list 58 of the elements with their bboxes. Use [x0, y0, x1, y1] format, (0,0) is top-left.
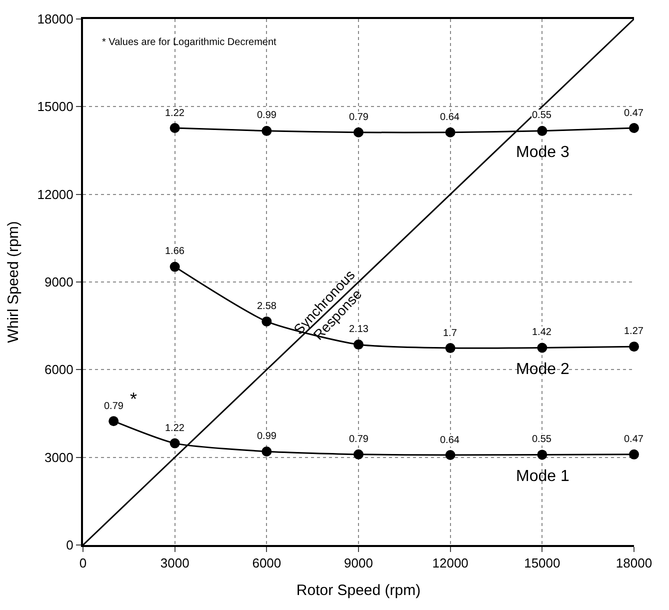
annotation: 1.22 [165, 423, 185, 434]
x-tick-label: 0 [79, 556, 87, 571]
annotation: 0.99 [257, 110, 277, 121]
point [629, 342, 639, 352]
annotation: 0.47 [624, 108, 644, 119]
annotation: 0.55 [532, 434, 552, 445]
point [629, 449, 639, 460]
point [354, 127, 364, 138]
annotation: 1.22 [165, 108, 185, 119]
annotation: 1.66 [165, 246, 185, 257]
annotation: 0.64 [440, 435, 460, 446]
point [170, 123, 180, 133]
annotation: 2.58 [257, 301, 277, 312]
series-label: Mode 1 [516, 468, 570, 485]
x-tick-label: 9000 [344, 556, 373, 571]
y-tick-label: 6000 [44, 362, 74, 378]
annotation: 0.79 [104, 401, 124, 412]
series-label: Mode 2 [516, 361, 570, 378]
annotation: 0.79 [349, 112, 369, 123]
y-tick-label: 3000 [44, 450, 74, 465]
point [108, 416, 119, 426]
point [537, 126, 548, 136]
point [170, 438, 180, 448]
x-axis-title: Rotor Speed (rpm) [296, 582, 421, 600]
point [354, 340, 364, 350]
point [262, 316, 272, 326]
annotation: 0.47 [624, 434, 644, 445]
y-axis-title: Whirl Speed (rpm) [4, 221, 22, 343]
x-tick-label: 18000 [616, 556, 652, 571]
point [629, 123, 639, 133]
point [262, 126, 272, 136]
point [354, 449, 364, 460]
y-tick-label: 18000 [37, 12, 74, 27]
point [170, 262, 180, 272]
annotation: 1.7 [443, 328, 458, 339]
x-tick-label: 15000 [524, 556, 560, 571]
y-tick-label: 9000 [44, 274, 74, 290]
annotation: 0.79 [349, 434, 369, 445]
x-tick-label: 12000 [432, 556, 468, 571]
annotation: 0.64 [440, 112, 460, 123]
series-label: Mode 3 [516, 144, 570, 161]
x-tick-label: 3000 [160, 556, 190, 571]
annotation: 0.55 [532, 110, 552, 121]
annotation: 1.42 [532, 327, 552, 338]
y-tick-label: 15000 [37, 99, 74, 114]
point [445, 127, 456, 138]
annotation: * [130, 389, 138, 409]
annotation: 0.99 [257, 431, 277, 442]
annotation: * Values are for Logarithmic Decrement [102, 37, 277, 48]
point [445, 343, 456, 354]
point [262, 446, 272, 456]
point [445, 450, 456, 460]
x-tick-label: 6000 [252, 556, 282, 571]
point [537, 450, 548, 460]
point [537, 342, 548, 353]
y-tick-label: 12000 [37, 186, 74, 202]
annotation: 1.27 [624, 326, 644, 337]
y-tick-label: 0 [66, 538, 74, 553]
